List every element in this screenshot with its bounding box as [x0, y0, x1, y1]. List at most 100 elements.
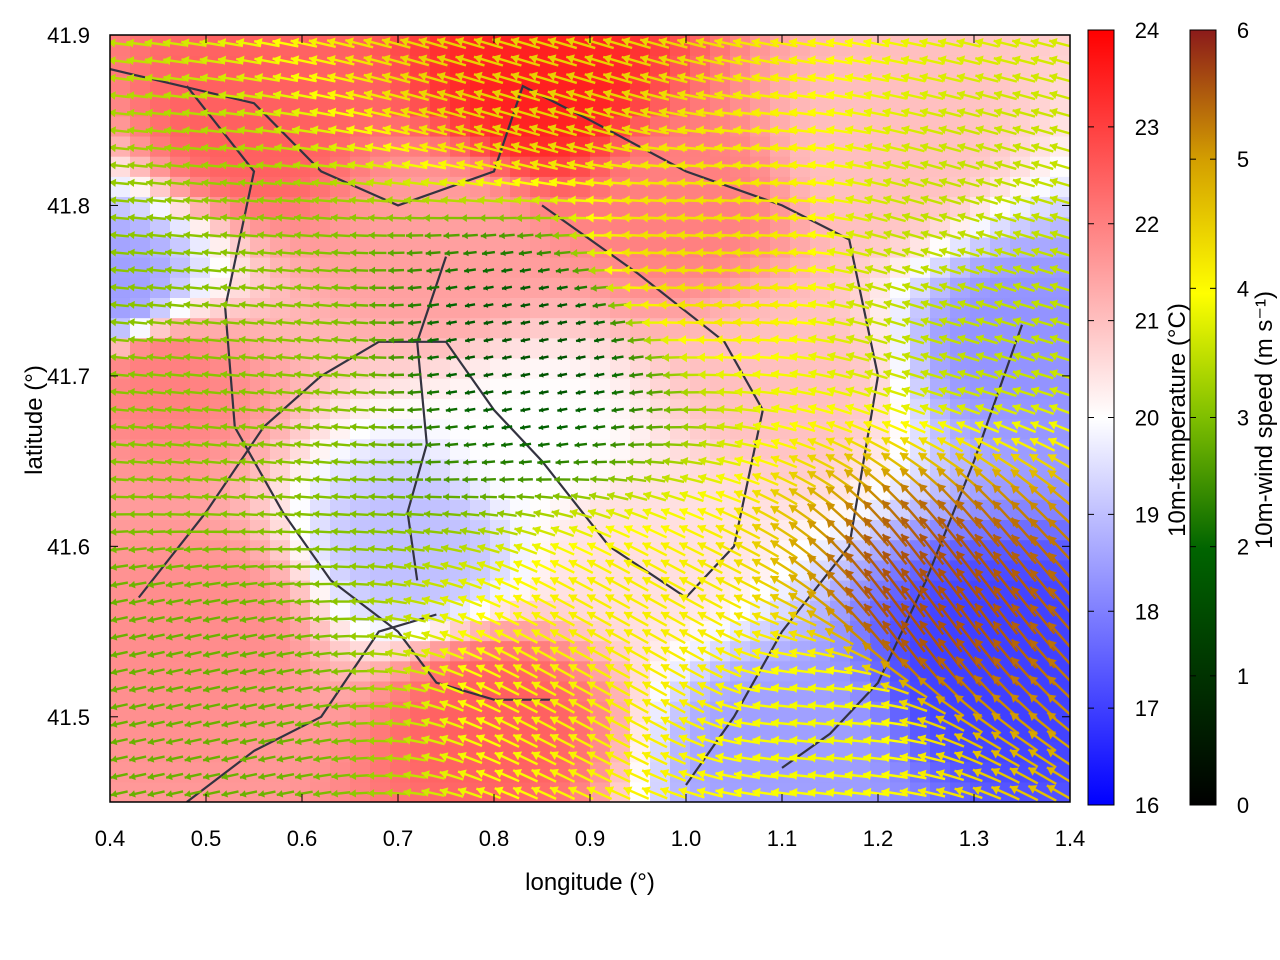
heatmap-cell: [850, 680, 871, 702]
heatmap-cell: [310, 781, 331, 802]
heatmap-cell: [650, 519, 671, 541]
heatmap-cell: [110, 75, 131, 97]
y-tick-label: 41.7: [47, 364, 90, 389]
heatmap-cell: [270, 176, 291, 198]
heatmap-cell: [370, 378, 391, 399]
heatmap-cell: [330, 620, 351, 642]
heatmap-cell: [970, 115, 991, 137]
heatmap-cell: [130, 479, 151, 500]
heatmap-cell: [310, 135, 331, 157]
heatmap-cell: [610, 418, 631, 440]
heatmap-cell: [250, 781, 271, 802]
x-axis-label: longitude (°): [525, 869, 655, 896]
temperature-colorbar-label: 10m-temperature (°C): [1164, 303, 1191, 537]
heatmap-cell: [230, 761, 251, 783]
heatmap-cell: [270, 761, 291, 783]
heatmap-cell: [170, 135, 191, 157]
heatmap-cell: [430, 337, 451, 359]
heatmap-cell: [130, 297, 151, 319]
heatmap-cell: [470, 317, 491, 339]
heatmap-cell: [570, 438, 591, 460]
heatmap-cell: [490, 680, 511, 702]
heatmap-cell: [210, 660, 231, 682]
heatmap-cell: [610, 458, 631, 480]
heatmap-cell: [510, 680, 531, 702]
heatmap-cell: [270, 600, 291, 621]
heatmap-cell: [130, 35, 151, 56]
heatmap-cell: [750, 297, 771, 319]
heatmap-cell: [270, 378, 291, 399]
heatmap-cell: [490, 257, 511, 278]
heatmap-cell: [290, 479, 311, 500]
heatmap-cell: [110, 761, 131, 783]
heatmap-cell: [310, 600, 331, 621]
heatmap-cell: [390, 357, 411, 379]
heatmap-cell: [210, 398, 231, 420]
heatmap-cell: [130, 257, 151, 278]
heatmap-cell: [630, 357, 651, 379]
heatmap-cell: [190, 600, 211, 621]
heatmap-cell: [410, 519, 431, 541]
heatmap-cell: [510, 559, 531, 581]
heatmap-cell: [610, 660, 631, 682]
heatmap-cell: [230, 176, 251, 198]
heatmap-cell: [450, 317, 471, 339]
heatmap-cell: [510, 216, 531, 238]
heatmap-cell: [610, 216, 631, 238]
heatmap-cell: [370, 781, 391, 802]
heatmap-cell: [450, 216, 471, 238]
heatmap-cell: [690, 297, 711, 319]
heatmap-cell: [790, 680, 811, 702]
heatmap-cell: [270, 640, 291, 662]
heatmap-cell: [610, 135, 631, 157]
heatmap-cell: [470, 236, 491, 258]
heatmap-cell: [250, 499, 271, 521]
heatmap-cell: [530, 176, 551, 198]
heatmap-cell: [390, 378, 411, 399]
heatmap-cell: [650, 458, 671, 480]
heatmap-cell: [550, 317, 571, 339]
heatmap-cell: [130, 216, 151, 238]
heatmap-cell: [770, 680, 791, 702]
heatmap-cell: [130, 176, 151, 198]
heatmap-cell: [310, 297, 331, 319]
heatmap-cell: [190, 640, 211, 662]
heatmap-cell: [350, 378, 371, 399]
heatmap-cell: [330, 216, 351, 238]
heatmap-cell: [630, 378, 651, 399]
x-tick-label: 1.2: [863, 826, 894, 851]
heatmap-cell: [650, 176, 671, 198]
colorbar-tick-label: 6: [1237, 18, 1249, 43]
heatmap-cell: [590, 438, 611, 460]
heatmap-cell: [370, 297, 391, 319]
heatmap-cell: [770, 115, 791, 137]
heatmap-cell: [330, 236, 351, 258]
heatmap-cell: [150, 115, 171, 137]
heatmap-cell: [310, 378, 331, 399]
heatmap-cell: [390, 257, 411, 278]
heatmap-cell: [190, 135, 211, 157]
heatmap-cell: [690, 418, 711, 440]
heatmap-cell: [110, 499, 131, 521]
heatmap-cell: [130, 398, 151, 420]
heatmap-cell: [250, 761, 271, 783]
heatmap-cell: [290, 216, 311, 238]
heatmap-cell: [170, 337, 191, 359]
heatmap-cell: [190, 337, 211, 359]
colorbar-tick-label: 17: [1135, 696, 1159, 721]
heatmap-cell: [530, 378, 551, 399]
heatmap-cell: [250, 337, 271, 359]
heatmap-cell: [430, 277, 451, 298]
heatmap-cell: [350, 438, 371, 460]
heatmap-cell: [610, 378, 631, 399]
heatmap-cell: [270, 337, 291, 359]
heatmap-cell: [250, 600, 271, 621]
heatmap-cell: [770, 378, 791, 399]
heatmap-cell: [210, 378, 231, 399]
heatmap-cell: [590, 357, 611, 379]
heatmap-cell: [410, 257, 431, 278]
heatmap-cell: [370, 559, 391, 581]
heatmap-cell: [430, 479, 451, 500]
heatmap-cell: [310, 680, 331, 702]
heatmap-cell: [370, 135, 391, 157]
